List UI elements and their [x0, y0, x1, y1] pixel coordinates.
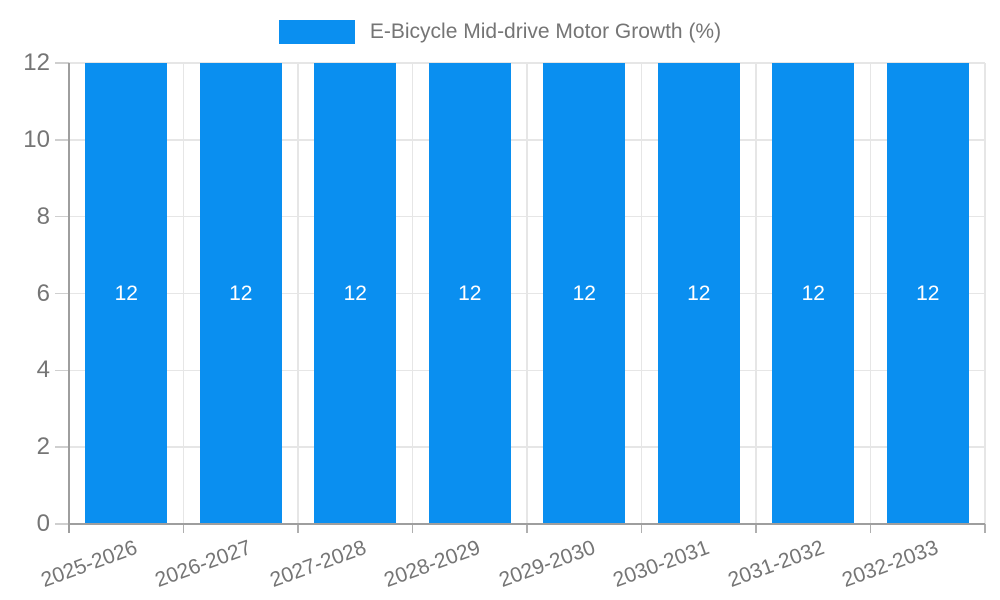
x-axis-tick-label: 2032-2033	[839, 536, 942, 592]
y-gridline	[69, 292, 985, 295]
y-axis-line	[68, 63, 70, 533]
bar	[886, 63, 969, 524]
x-axis-tick-label: 2031-2032	[724, 536, 828, 592]
bar-data-label: 12	[343, 281, 367, 305]
x-axis-tick-label: 2028-2029	[381, 536, 484, 592]
y-gridline	[69, 369, 985, 372]
x-axis-tick-label: 2030-2031	[610, 536, 713, 592]
y-tick-mark	[55, 446, 69, 448]
y-gridline	[69, 139, 985, 141]
bar-data-label: 12	[801, 281, 825, 305]
y-axis-tick-label: 2	[36, 433, 50, 461]
x-axis-line	[69, 523, 985, 525]
y-tick-mark	[55, 369, 69, 372]
legend: E-Bicycle Mid-drive Motor Growth (%)	[0, 20, 1000, 44]
bar	[199, 63, 282, 524]
x-tick-mark	[526, 524, 528, 533]
x-axis-tick-label: 2026-2027	[152, 536, 255, 592]
x-tick-mark	[755, 524, 757, 533]
x-tick-mark	[411, 524, 414, 533]
y-tick-mark	[55, 215, 69, 218]
x-tick-mark	[297, 524, 299, 533]
y-axis-tick-label: 12	[23, 49, 50, 76]
x-axis-tick-label: 2027-2028	[266, 536, 370, 592]
y-axis-tick-label: 6	[36, 279, 50, 307]
x-axis-tick-label: 2025-2026	[37, 536, 141, 592]
bar-data-label: 12	[687, 281, 711, 305]
bar	[657, 63, 740, 524]
x-tick-mark	[182, 524, 185, 533]
bar-data-label: 12	[458, 281, 482, 305]
bar	[772, 63, 855, 524]
y-tick-mark	[55, 523, 69, 525]
x-tick-mark	[640, 524, 643, 533]
y-axis-tick-label: 10	[23, 125, 50, 153]
y-gridline	[69, 215, 985, 218]
bar	[543, 63, 626, 524]
bar-data-label: 12	[229, 281, 253, 305]
bar-data-label: 12	[114, 281, 138, 305]
y-axis-tick-label: 8	[36, 202, 50, 230]
y-gridline	[69, 62, 985, 64]
x-tick-mark	[984, 524, 986, 533]
bar-data-label: 12	[572, 281, 596, 305]
bar	[85, 63, 168, 524]
x-gridline	[984, 63, 986, 524]
y-tick-mark	[55, 292, 69, 295]
y-axis-tick-label: 4	[36, 356, 50, 384]
x-axis-tick-label: 2029-2030	[495, 536, 599, 592]
y-axis-tick-label: 0	[36, 510, 50, 537]
y-tick-mark	[55, 62, 69, 64]
bar	[314, 63, 397, 524]
y-gridline	[69, 446, 985, 448]
y-tick-mark	[55, 139, 69, 141]
legend-swatch	[278, 20, 355, 44]
legend-label: E-Bicycle Mid-drive Motor Growth (%)	[369, 20, 722, 43]
x-tick-mark	[869, 524, 872, 533]
bar	[428, 63, 511, 524]
bar-data-label: 12	[916, 281, 940, 305]
